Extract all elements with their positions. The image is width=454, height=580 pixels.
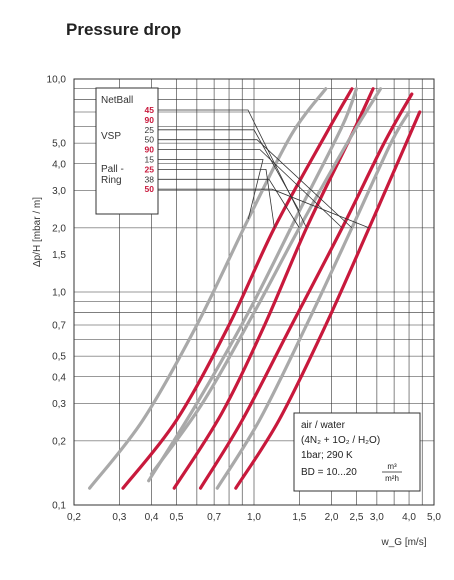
legend-entry-label: 25 [145,164,155,174]
legend-entry-label: 50 [145,184,155,194]
legend-leader-line [158,178,300,229]
x-tick-label: 0,2 [67,512,81,523]
curve-vsp-25 [147,87,359,483]
info-line-conditions: 1bar; 290 K [301,450,353,461]
y-tick-label: 0,3 [52,399,66,410]
legend-leader-line [158,139,353,229]
plot-frame [73,78,435,506]
x-tick-label: 0,7 [207,512,221,523]
legend-entry-label: 90 [145,145,155,155]
info-unit-numerator: m³ [387,462,397,471]
y-tick-label: 1,0 [52,288,66,299]
legend-group-name: VSP [101,131,121,142]
legend-entry-label: 15 [145,155,155,165]
x-tick-label: 3,0 [370,512,384,523]
chart-title: Pressure drop [66,20,182,39]
y-tick-label: 1,5 [52,250,66,261]
info-line-medium: air / water [301,420,346,431]
legend-entry-label: 50 [145,135,155,145]
x-tick-label: 2,0 [325,512,339,523]
legend-entry-label: 38 [145,174,155,184]
info-unit-denominator: m²h [385,474,399,483]
legend-entry-label: 90 [145,115,155,125]
x-tick-label: 0,5 [170,512,184,523]
legend-entry-label: 45 [145,105,155,115]
x-tick-label: 2,5 [350,512,364,523]
legend-entry-label: 25 [145,125,155,135]
y-tick-label: 2,0 [52,223,66,234]
legend-group-name: Ring [101,175,122,186]
y-tick-label: 5,0 [52,139,66,150]
y-tick-label: 0,5 [52,352,66,363]
curve-vsp-50 [215,110,411,490]
curve-pall-ring-15 [88,87,328,490]
x-tick-label: 1,0 [247,512,261,523]
y-tick-label: 0,2 [52,436,66,447]
legend-leader-line [158,159,264,220]
x-tick-label: 4,0 [402,512,416,523]
legend-leader-line [158,188,370,229]
info-line-composition: (4N₂ + 1O₂ / H₂O) [301,435,380,446]
y-tick-label: 0,1 [52,501,66,512]
info-box [293,412,421,492]
x-tick-label: 0,4 [145,512,159,523]
y-axis-label: Δp/H [mbar / m] [32,197,43,267]
curve-vsp-90 [198,92,414,490]
x-tick-label: 1,5 [292,512,306,523]
y-tick-label: 0,7 [52,320,66,331]
legend-group-name: Pall - [101,164,124,175]
legend-leader-line [158,129,300,212]
info-line-bd: BD = 10...20 [301,467,357,478]
x-axis-label: w_G [m/s] [380,537,426,548]
curve-pall-ring-25 [121,87,354,490]
legend-leader-line [158,149,343,229]
y-tick-label: 0,4 [52,372,66,383]
legend-leader-line [158,168,275,228]
x-tick-label: 0,3 [112,512,126,523]
y-tick-label: 3,0 [52,186,66,197]
curve-pall-ring-38 [149,87,383,476]
legend-group-name: NetBall [101,95,133,106]
y-tick-label: 10,0 [47,75,67,86]
curve-pall-ring-50 [234,110,422,490]
y-tick-label: 4,0 [52,159,66,170]
legend-box [95,87,159,215]
x-tick-label: 5,0 [427,512,441,523]
